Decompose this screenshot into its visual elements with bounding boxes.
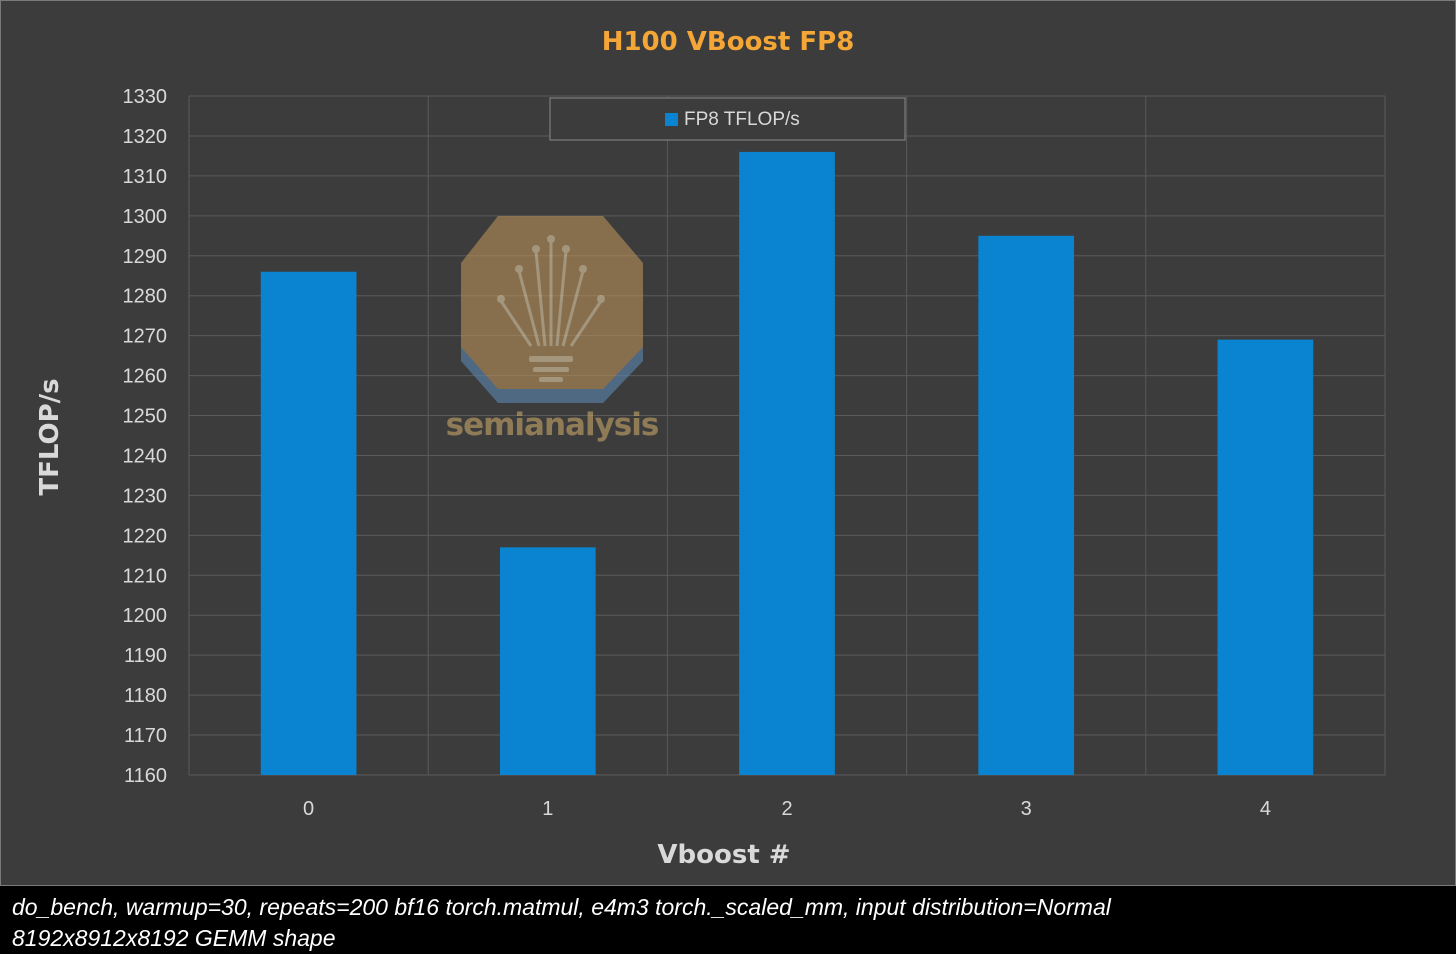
bars [260, 151, 1314, 775]
legend-box [549, 97, 906, 141]
y-tick-label: 1290 [123, 246, 168, 268]
watermark-text: semianalysis [446, 407, 659, 443]
y-tick-label: 1330 [123, 86, 168, 108]
y-tick-label: 1250 [123, 406, 168, 428]
legend: FP8 TFLOP/s [549, 97, 906, 141]
y-tick-label: 1180 [124, 685, 167, 707]
y-tick-label: 1210 [123, 565, 168, 587]
y-tick-label: 1230 [123, 485, 168, 507]
y-tick-label: 1200 [123, 605, 168, 627]
caption-line-1: do_bench, warmup=30, repeats=200 bf16 to… [12, 894, 1111, 920]
x-tick-label: 1 [542, 798, 553, 820]
y-tick-label: 1300 [123, 206, 168, 228]
y-axis-title: TFLOP/s [35, 378, 65, 495]
x-tick-label: 4 [1260, 798, 1271, 820]
watermark-logo: semianalysis [446, 216, 659, 443]
y-tick-label: 1220 [123, 525, 168, 547]
bar-chart: semianalysis 1160 1170 1180 1190 1200 1210 122… [35, 27, 1386, 870]
bar-1 [499, 547, 596, 775]
x-tick-label: 2 [781, 798, 792, 820]
bar-0 [260, 271, 357, 775]
y-tick-label: 1170 [124, 725, 167, 747]
y-tick-label: 1280 [123, 286, 168, 308]
y-tick-labels: 1160 1170 1180 1190 1200 1210 1220 1230 1240 1250… [123, 86, 168, 787]
caption: do_bench, warmup=30, repeats=200 bf16 to… [12, 892, 1442, 954]
legend-swatch [665, 113, 678, 126]
y-tick-label: 1240 [123, 445, 168, 467]
y-tick-label: 1310 [123, 166, 168, 188]
bar-2 [739, 151, 835, 775]
y-tick-label: 1160 [124, 765, 167, 787]
y-tick-label: 1320 [123, 126, 168, 148]
x-tick-label: 3 [1021, 798, 1032, 820]
x-tick-labels: 0 1 2 3 4 [303, 798, 1271, 820]
y-tick-label: 1190 [124, 645, 167, 667]
x-tick-label: 0 [303, 798, 314, 820]
y-tick-label: 1270 [123, 326, 168, 348]
y-tick-label: 1260 [123, 366, 168, 388]
legend-label: FP8 TFLOP/s [684, 109, 800, 130]
caption-line-2: 8192x8912x8192 GEMM shape [12, 925, 336, 951]
chart-frame: semianalysis 1160 1170 1180 1190 1200 1210 122… [0, 0, 1456, 886]
x-axis-title: Vboost # [657, 840, 790, 870]
chart-title: H100 VBoost FP8 [602, 27, 855, 57]
bar-4 [1217, 339, 1314, 775]
bar-3 [978, 235, 1075, 775]
